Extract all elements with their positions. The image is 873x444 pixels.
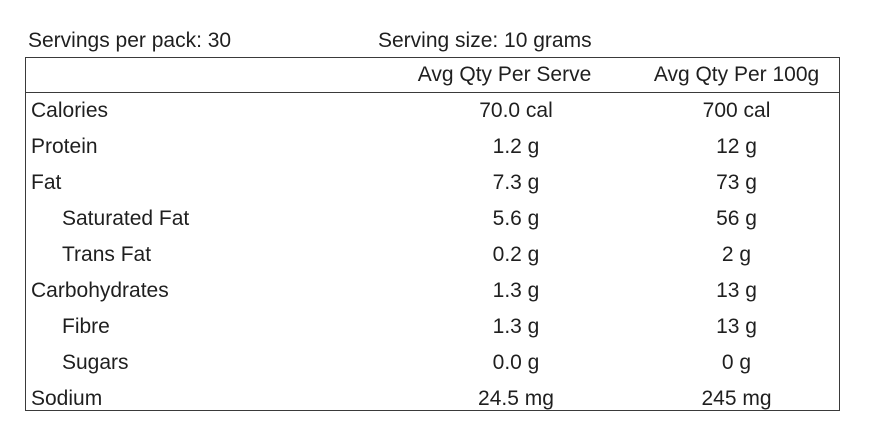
table-header-row: Avg Qty Per Serve Avg Qty Per 100g (26, 58, 839, 93)
row-value-per-serve: 0.0 g (492, 351, 540, 374)
table-row-sugars: Sugars 0.0 g 0 g (26, 345, 839, 381)
row-label: Sodium (31, 387, 103, 410)
table-row-fibre: Fibre 1.3 g 13 g (26, 309, 839, 345)
table-row-saturated-fat: Saturated Fat 5.6 g 56 g (26, 201, 839, 237)
row-value-per-serve: 1.3 g (492, 279, 540, 302)
header-avg-qty-per-100g: Avg Qty Per 100g (653, 63, 820, 86)
table-row-protein: Protein 1.2 g 12 g (26, 129, 839, 165)
row-label: Fat (31, 171, 62, 194)
row-label: Carbohydrates (31, 279, 169, 302)
row-label: Sugars (62, 351, 129, 374)
row-value-per-100g: 73 g (716, 171, 757, 194)
header-avg-qty-per-serve: Avg Qty Per Serve (417, 63, 592, 86)
nutrition-panel: Servings per pack: 30 Serving size: 10 g… (25, 25, 840, 411)
row-value-per-100g: 12 g (716, 135, 757, 158)
row-label: Saturated Fat (62, 207, 190, 230)
servings-per-pack: Servings per pack: 30 (28, 29, 232, 52)
row-value-per-serve: 24.5 mg (478, 387, 554, 410)
row-value-per-100g: 245 mg (701, 387, 772, 410)
row-value-per-100g: 700 cal (702, 99, 771, 122)
row-value-per-serve: 1.2 g (492, 135, 540, 158)
row-label: Trans Fat (62, 243, 152, 266)
row-value-per-serve: 70.0 cal (479, 99, 553, 122)
table-row-sodium: Sodium 24.5 mg 245 mg (26, 381, 839, 417)
row-value-per-serve: 5.6 g (492, 207, 540, 230)
table-row-calories: Calories 70.0 cal 700 cal (26, 93, 839, 129)
table-row-trans-fat: Trans Fat 0.2 g 2 g (26, 237, 839, 273)
row-label: Calories (31, 99, 109, 122)
serving-summary: Servings per pack: 30 Serving size: 10 g… (25, 25, 840, 57)
row-label: Fibre (62, 315, 110, 338)
row-value-per-serve: 0.2 g (492, 243, 540, 266)
row-value-per-serve: 1.3 g (492, 315, 540, 338)
table-row-fat: Fat 7.3 g 73 g (26, 165, 839, 201)
row-value-per-100g: 0 g (721, 351, 752, 374)
nutrition-table: Avg Qty Per Serve Avg Qty Per 100g Calor… (25, 57, 840, 411)
table-row-carbohydrates: Carbohydrates 1.3 g 13 g (26, 273, 839, 309)
row-value-per-100g: 13 g (716, 315, 757, 338)
row-value-per-serve: 7.3 g (492, 171, 540, 194)
serving-size: Serving size: 10 grams (378, 29, 592, 52)
row-value-per-100g: 13 g (716, 279, 757, 302)
row-value-per-100g: 56 g (716, 207, 757, 230)
row-value-per-100g: 2 g (721, 243, 752, 266)
row-label: Protein (31, 135, 98, 158)
